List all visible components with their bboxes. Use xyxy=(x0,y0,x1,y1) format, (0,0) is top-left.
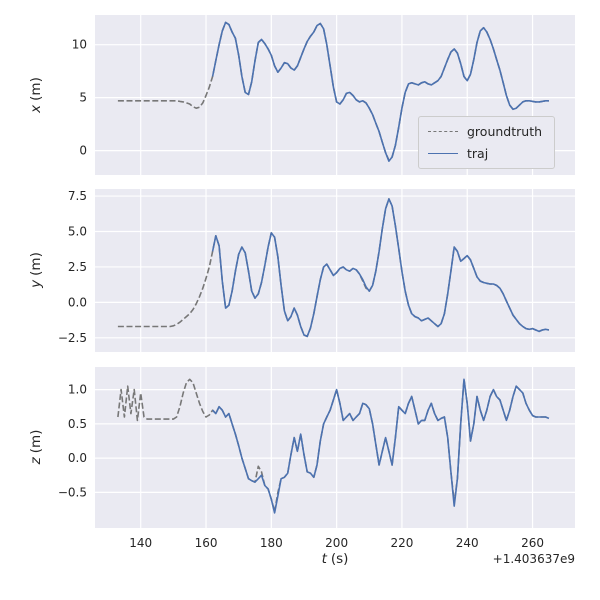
traj-line xyxy=(212,378,550,514)
ylabel-z-var: z xyxy=(28,457,44,465)
y-tick-label: 7.5 xyxy=(68,189,87,203)
y-tick-label: 0 xyxy=(79,144,87,158)
ylabel-x: x (m) xyxy=(28,77,44,113)
panel-y-background xyxy=(95,189,575,352)
xlabel: t (s) xyxy=(322,551,349,567)
groundtruth-dashed-line-swatch xyxy=(428,131,458,132)
ylabel-x-var: x xyxy=(28,104,44,113)
ylabel-z: z (m) xyxy=(28,430,44,465)
y-tick-label: 0.0 xyxy=(68,451,87,465)
panel-y: −2.5 0.0 2.5 5.0 7.5 xyxy=(58,189,575,352)
ylabel-y-var: y xyxy=(28,279,44,288)
x-tick-label: 200 xyxy=(325,536,348,550)
y-tick-label: 5.0 xyxy=(68,225,87,239)
y-tick-label: 5 xyxy=(79,91,87,105)
y-tick-label: 10 xyxy=(72,38,87,52)
ylabel-y: y (m) xyxy=(28,252,44,288)
legend-entry-traj: traj xyxy=(428,145,542,162)
traj-solid-line-swatch xyxy=(428,153,458,154)
x-tick-label: 260 xyxy=(521,536,544,550)
x-tick-label: 220 xyxy=(390,536,413,550)
traj-line xyxy=(211,198,550,338)
y-tick-label: −2.5 xyxy=(58,331,87,345)
ylabel-x-unit: (m) xyxy=(28,77,44,101)
legend-label-groundtruth: groundtruth xyxy=(467,124,543,139)
x-tick-label: 160 xyxy=(195,536,218,550)
ylabel-y-unit: (m) xyxy=(28,252,44,276)
x-tick-label: 180 xyxy=(260,536,283,550)
panel-z-background xyxy=(95,367,575,528)
panel-z: −0.5 0.0 0.5 1.0 140 160 180 200 220 240 260 xyxy=(58,367,575,550)
panel-x: 0 5 10 xyxy=(72,15,575,175)
x-tick-label: 240 xyxy=(456,536,479,550)
x-tick-label: 140 xyxy=(129,536,152,550)
y-tick-label: 2.5 xyxy=(68,260,87,274)
y-tick-label: 1.0 xyxy=(68,383,87,397)
traj-line xyxy=(211,21,549,162)
xlabel-var: t xyxy=(321,551,327,567)
legend-label-traj: traj xyxy=(467,146,489,161)
legend: groundtruth traj xyxy=(418,116,556,169)
xlabel-unit: (s) xyxy=(330,551,349,567)
ylabel-z-unit: (m) xyxy=(28,429,44,454)
x-axis-offset-text: +1.403637e9 xyxy=(492,552,575,566)
y-tick-label: 0.5 xyxy=(68,417,87,431)
legend-entry-groundtruth: groundtruth xyxy=(428,123,542,140)
y-tick-label: −0.5 xyxy=(58,485,87,499)
y-tick-label: 0.0 xyxy=(68,295,87,309)
